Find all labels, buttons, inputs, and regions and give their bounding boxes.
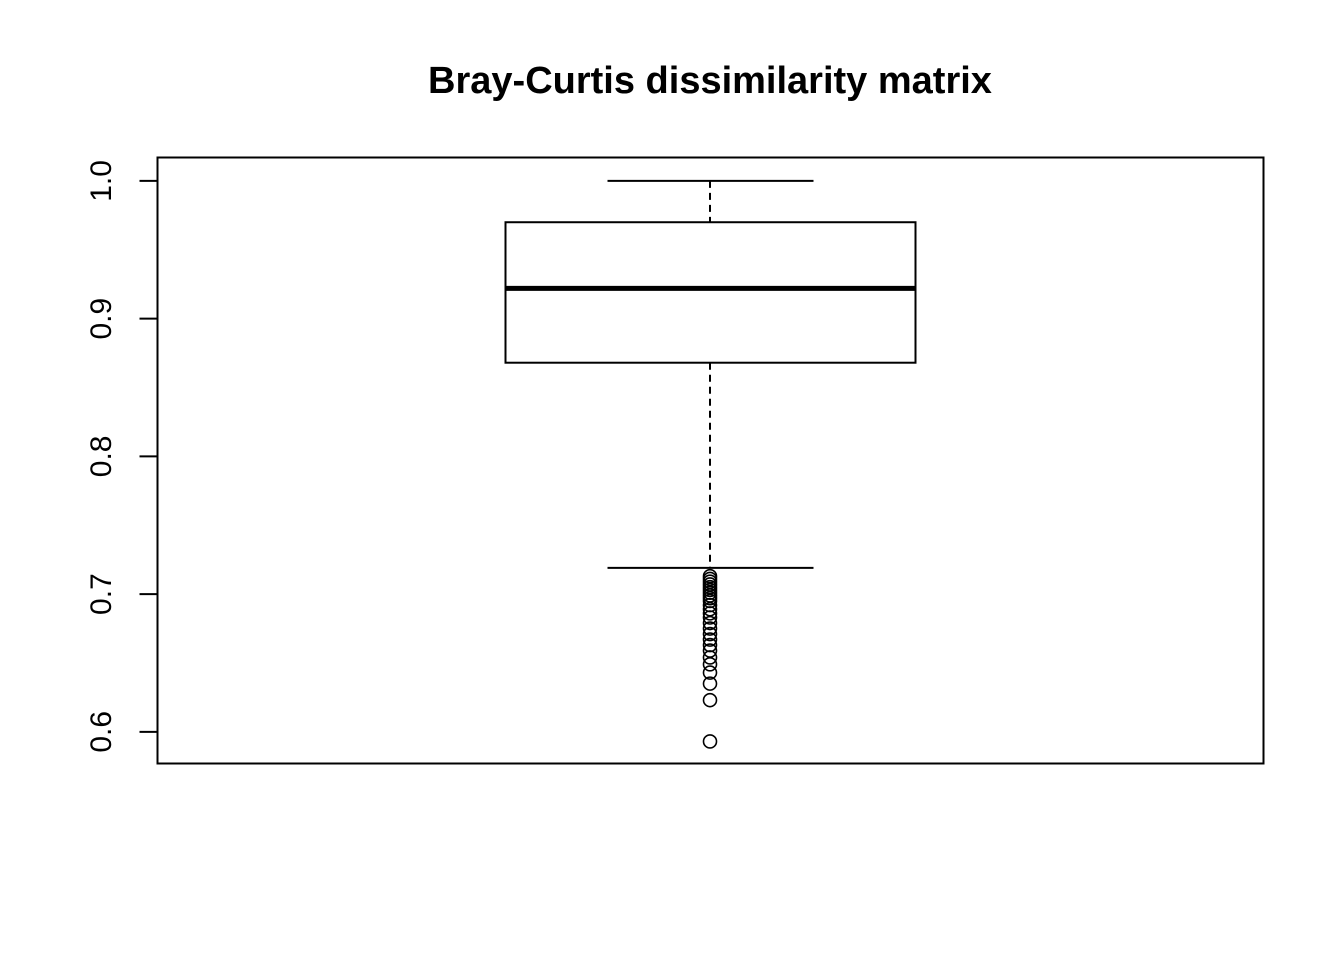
outlier-point	[702, 621, 718, 636]
outlier-point	[702, 606, 718, 621]
interquartile-box	[504, 221, 917, 364]
y-axis: 0.6 0.7 0.8 0.9 1.0	[85, 160, 159, 753]
outliers	[702, 568, 718, 749]
outlier-point	[702, 610, 718, 625]
outlier-point	[702, 650, 718, 665]
y-tick-label: 0.9	[85, 298, 118, 340]
y-tick-label: 1.0	[85, 160, 118, 202]
y-tick-label: 0.6	[85, 711, 118, 753]
y-tick-label: 0.8	[85, 436, 118, 478]
outlier-point	[702, 665, 718, 680]
outlier-point	[702, 626, 718, 642]
outlier-point	[702, 657, 718, 672]
chart-title: Bray-Curtis dissimilarity matrix	[428, 60, 992, 102]
outlier-point	[702, 615, 718, 631]
outlier-point	[702, 692, 718, 708]
outlier-point	[702, 676, 718, 691]
y-tick-label: 0.7	[85, 573, 118, 615]
boxplot	[504, 179, 917, 569]
outlier-point	[702, 632, 718, 647]
outlier-point	[702, 734, 718, 749]
